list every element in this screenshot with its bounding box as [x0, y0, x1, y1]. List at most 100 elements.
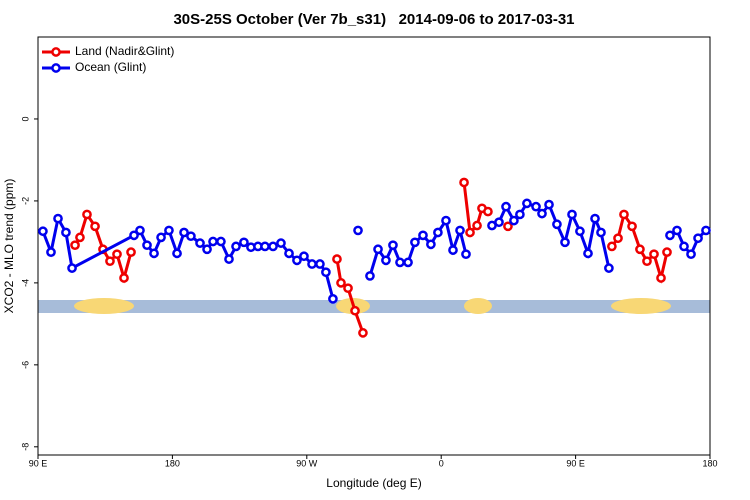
data-point	[693, 233, 703, 244]
data-point	[418, 230, 428, 241]
data-point	[105, 256, 115, 267]
data-point	[635, 244, 645, 255]
data-point	[455, 225, 465, 236]
data-point	[426, 239, 436, 250]
data-point	[665, 230, 675, 241]
data-point	[149, 248, 159, 259]
data-point	[501, 201, 511, 212]
y-tick-label: -6	[20, 361, 30, 369]
data-point	[343, 283, 353, 294]
data-point	[224, 254, 234, 264]
data-point	[186, 231, 196, 242]
data-point	[575, 226, 585, 237]
series-line	[335, 258, 365, 334]
data-point	[509, 215, 519, 226]
data-point	[38, 226, 48, 237]
series-line	[491, 201, 611, 269]
data-point	[61, 227, 71, 238]
y-axis-label: XCO2 - MLO trend (ppm)	[2, 179, 16, 314]
data-point	[381, 255, 391, 266]
data-point	[53, 213, 63, 224]
data-point	[567, 209, 577, 220]
data-point	[328, 294, 338, 304]
data-point	[260, 241, 270, 252]
data-point	[336, 278, 346, 288]
data-point	[701, 225, 711, 236]
data-point	[82, 209, 92, 220]
data-point	[142, 240, 152, 251]
legend-label: Land (Nadir&Glint)	[75, 44, 174, 58]
data-point	[483, 206, 493, 217]
y-tick-label: -8	[20, 443, 30, 451]
legend-marker	[51, 63, 61, 73]
data-point	[67, 263, 77, 273]
data-point	[268, 241, 278, 252]
data-point	[590, 213, 600, 224]
data-point	[515, 209, 525, 220]
data-point	[119, 273, 129, 283]
data-point	[353, 225, 363, 236]
land-band	[611, 298, 671, 314]
data-point	[613, 233, 623, 244]
data-point	[365, 271, 375, 281]
data-point	[195, 238, 205, 248]
data-point	[315, 259, 325, 269]
data-point	[231, 241, 241, 252]
data-point	[208, 236, 218, 247]
data-point	[537, 208, 547, 219]
data-point	[544, 199, 554, 210]
data-point	[164, 225, 174, 236]
y-tick-label: 0	[20, 116, 30, 121]
data-point	[403, 257, 413, 268]
legend-label: Ocean (Glint)	[75, 60, 146, 74]
data-point	[560, 237, 570, 248]
data-point	[112, 249, 122, 260]
data-point	[459, 177, 469, 188]
data-point	[299, 251, 309, 262]
land-band	[464, 298, 492, 314]
data-point	[472, 220, 482, 231]
data-point	[662, 247, 672, 257]
data-point	[75, 232, 85, 243]
data-point	[239, 237, 249, 248]
x-tick-label: 0	[439, 458, 444, 468]
data-point	[642, 256, 652, 267]
data-point	[619, 209, 629, 220]
x-tick-label: 180	[702, 458, 717, 468]
data-point	[292, 255, 302, 266]
x-axis-label: Longitude (deg E)	[326, 476, 421, 490]
x-tick-label: 90 E	[29, 458, 48, 468]
data-point	[448, 245, 458, 255]
data-point	[552, 219, 562, 230]
data-point	[332, 254, 342, 264]
data-point	[156, 232, 166, 243]
data-point	[461, 249, 471, 260]
data-point	[126, 247, 136, 257]
data-point	[441, 215, 451, 226]
data-point	[307, 259, 317, 269]
data-point	[679, 241, 689, 252]
data-point	[135, 225, 145, 236]
data-point	[410, 237, 420, 248]
data-point	[179, 227, 189, 238]
y-tick-label: -4	[20, 279, 30, 287]
plot-frame	[37, 36, 711, 456]
x-tick-label: 90 E	[566, 458, 585, 468]
x-tick-label: 180	[165, 458, 180, 468]
data-point	[388, 240, 398, 251]
data-point	[465, 227, 475, 238]
data-point	[522, 198, 532, 209]
data-point	[358, 328, 368, 338]
data-point	[494, 217, 504, 228]
legend-marker	[51, 47, 61, 57]
data-point	[46, 247, 56, 257]
data-point	[583, 248, 593, 259]
surface-band	[38, 300, 710, 313]
data-point	[395, 257, 405, 268]
data-point	[503, 221, 513, 232]
data-point	[216, 236, 226, 247]
data-point	[284, 248, 294, 259]
data-point	[627, 221, 637, 232]
data-point	[202, 244, 212, 255]
